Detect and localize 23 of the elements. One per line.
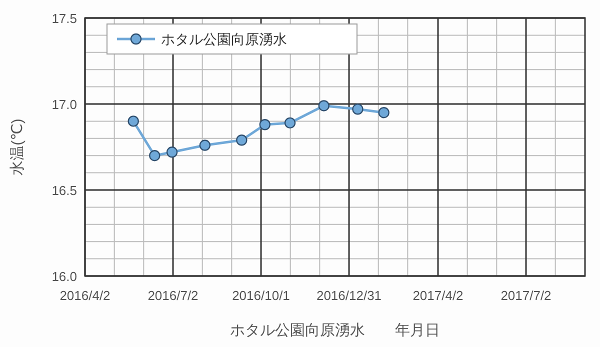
point	[166, 146, 178, 158]
point	[378, 107, 390, 118]
legend-label: ホタル公園向原湧水	[161, 31, 287, 47]
point	[284, 117, 296, 129]
x-tick-label: 2016/12/31	[316, 288, 382, 303]
y-tick-label: 17.5	[52, 11, 77, 26]
point	[199, 140, 211, 151]
point	[352, 104, 364, 115]
point	[318, 100, 330, 112]
x-tick-label: 2017/4/2	[412, 288, 464, 303]
point	[149, 150, 160, 162]
point	[259, 119, 270, 130]
x-tick-label: 2016/10/1	[232, 288, 290, 303]
x-tick-label: 2017/7/2	[500, 288, 552, 303]
point	[128, 116, 139, 127]
x-tick-label: 2016/7/2	[148, 288, 198, 303]
y-tick-label: 16.5	[52, 183, 77, 198]
x-tick-label: 2016/4/2	[60, 288, 110, 303]
y-tick-label: 17.0	[52, 97, 77, 112]
y-axis-title: 水温(℃)	[9, 118, 26, 176]
point	[236, 134, 248, 146]
x-axis-title: ホタル公園向原湧水 年月日	[230, 322, 440, 339]
y-tick-label: 16.0	[52, 269, 77, 284]
